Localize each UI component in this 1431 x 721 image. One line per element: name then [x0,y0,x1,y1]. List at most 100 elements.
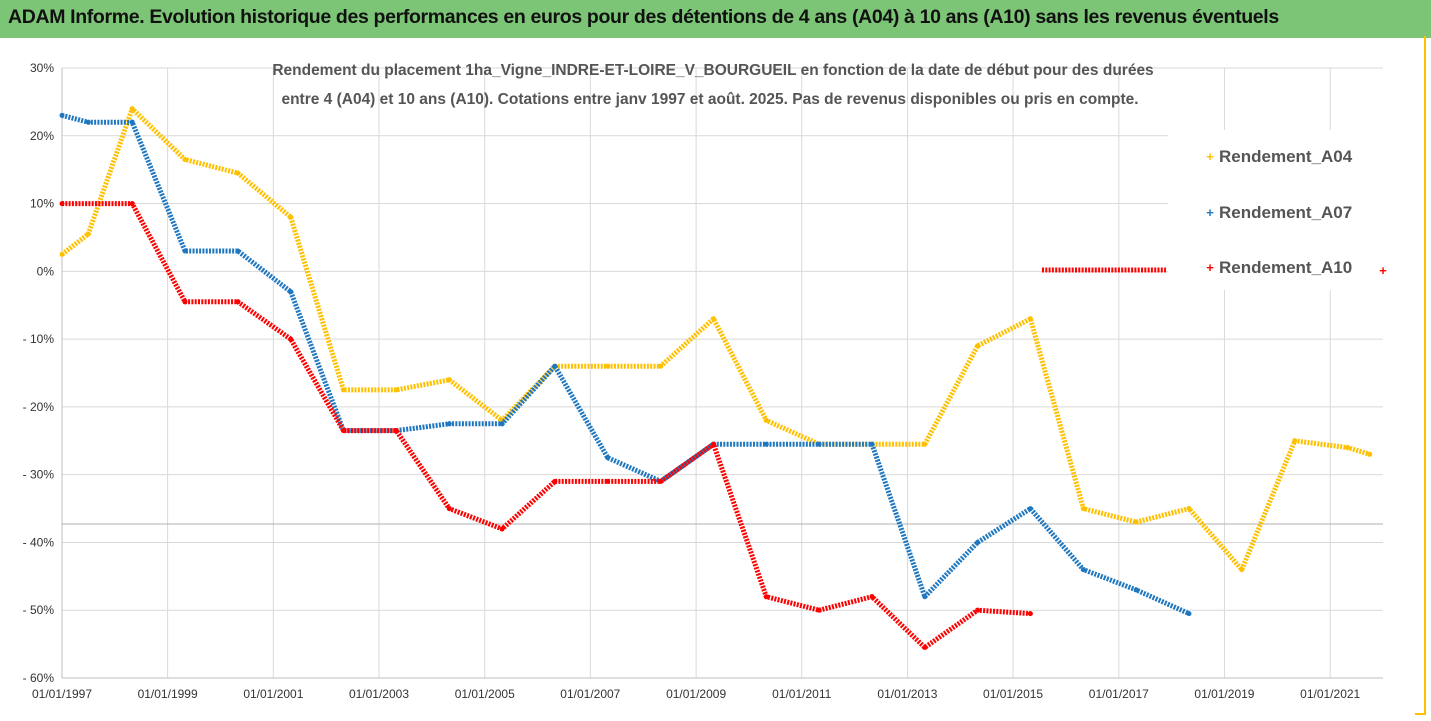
data-point-rendement-a04 [129,106,135,112]
data-point-rendement-a10 [499,526,505,532]
data-point-rendement-a07 [1080,567,1086,573]
x-tick-label: 01/01/2011 [772,687,831,701]
data-point-rendement-a04 [59,251,65,257]
series-lines [59,106,1373,650]
data-point-rendement-a07 [869,441,875,447]
data-point-rendement-a04 [341,387,346,393]
data-point-rendement-a10 [446,506,452,512]
data-point-rendement-a07 [1027,506,1033,512]
data-point-rendement-a07 [85,119,91,125]
series-line-rendement-a10 [62,201,1031,650]
x-tick-label: 01/01/2021 [1300,687,1360,701]
data-point-rendement-a07 [59,112,65,118]
data-point-rendement-a10 [1027,611,1033,617]
data-point-rendement-a07 [1133,587,1139,593]
data-point-rendement-a10 [341,428,346,434]
data-point-rendement-a07 [605,455,611,461]
data-point-rendement-a04 [1080,506,1086,512]
y-tick-label: 0% [37,264,55,278]
legend-marker-extra: + [1379,263,1387,278]
data-point-rendement-a10 [975,607,981,613]
data-point-rendement-a10 [816,607,822,613]
data-point-rendement-a04 [1027,316,1033,322]
data-point-rendement-a04 [182,157,188,162]
x-tick-label: 01/01/2007 [560,687,620,701]
data-point-rendement-a07 [446,421,452,427]
x-tick-label: 01/01/2003 [349,687,409,701]
data-point-rendement-a07 [499,421,505,427]
x-tick-label: 01/01/1997 [32,687,92,701]
data-point-rendement-a07 [129,119,135,125]
data-point-rendement-a04 [393,387,399,393]
data-point-rendement-a07 [763,441,769,447]
chart-subtitle-line-1: Rendement du placement 1ha_Vigne_INDRE-E… [272,62,1153,79]
x-tick-label: 01/01/2005 [455,687,515,701]
y-tick-label: - 60% [23,671,55,685]
legend-marker-rendement-a10: + [1206,260,1214,275]
data-point-rendement-a07 [182,248,188,254]
data-point-rendement-a10 [393,428,399,434]
data-point-rendement-a04 [288,214,294,220]
y-tick-label: - 20% [23,400,55,414]
y-tick-label: 30% [30,61,54,75]
data-point-rendement-a04 [85,231,91,237]
data-point-rendement-a07 [975,539,981,545]
data-point-rendement-a04 [763,417,769,423]
data-point-rendement-a07 [552,363,558,369]
x-tick-label: 01/01/2017 [1089,687,1149,701]
data-point-rendement-a04 [1133,519,1139,525]
data-point-rendement-a10 [658,478,664,484]
data-point-rendement-a07 [816,441,822,447]
legend-label-rendement-a07: Rendement_A07 [1219,203,1352,222]
legend-label-rendement-a10: Rendement_A10 [1219,258,1352,277]
data-point-rendement-a10 [288,336,294,342]
data-point-rendement-a07 [922,594,928,600]
data-point-rendement-a04 [235,170,241,176]
data-point-rendement-a04 [658,363,664,369]
data-point-rendement-a04 [605,363,611,369]
data-point-rendement-a04 [1367,451,1373,457]
data-point-rendement-a04 [1239,567,1245,573]
data-point-rendement-a10 [182,299,188,305]
y-axis-labels: 30% 20% 10% 0% - 10% - 20% - 30% - 40% - 50% - 60… [23,61,55,685]
data-point-rendement-a10 [922,645,928,650]
data-point-rendement-a10 [605,478,611,484]
data-point-rendement-a04 [1186,506,1192,512]
data-point-rendement-a10 [869,594,875,600]
series-line-rendement-a07 [61,112,1191,616]
x-tick-label: 01/01/2009 [666,687,726,701]
page-title: ADAM Informe. Evolution historique des p… [8,6,1279,28]
data-point-rendement-a04 [446,377,452,383]
legend: + Rendement_A04 + Rendement_A07 + Rendement_A… [1042,147,1387,278]
legend-label-rendement-a04: Rendement_A04 [1219,147,1353,166]
data-point-rendement-a07 [288,289,294,295]
y-tick-label: 20% [30,129,54,143]
x-tick-label: 01/01/2019 [1194,687,1254,701]
data-point-rendement-a10 [763,594,769,600]
x-tick-label: 01/01/2015 [983,687,1043,701]
data-point-rendement-a10 [235,299,241,305]
data-point-rendement-a10 [129,201,135,207]
data-point-rendement-a07 [235,248,241,254]
data-point-rendement-a04 [711,316,716,322]
legend-marker-rendement-a04: + [1206,149,1214,164]
y-tick-label: - 40% [23,535,55,549]
x-tick-label: 01/01/1999 [138,687,198,701]
legend-background [1168,130,1383,290]
data-point-rendement-a04 [1345,445,1351,451]
y-tick-label: - 30% [23,468,55,482]
data-point-rendement-a04 [1292,438,1298,444]
data-point-rendement-a10 [711,441,716,447]
data-point-rendement-a04 [922,441,928,447]
y-tick-label: - 50% [23,603,55,617]
x-tick-label: 01/01/2013 [877,687,937,701]
data-point-rendement-a10 [552,478,558,484]
chart-subtitle-line-2: entre 4 (A04) et 10 ans (A10). Cotations… [281,91,1138,108]
legend-marker-rendement-a07: + [1206,205,1214,220]
header-bar: ADAM Informe. Evolution historique des p… [0,0,1431,38]
data-point-rendement-a10 [59,201,65,207]
x-tick-label: 01/01/2001 [243,687,303,701]
data-point-rendement-a04 [975,343,981,349]
